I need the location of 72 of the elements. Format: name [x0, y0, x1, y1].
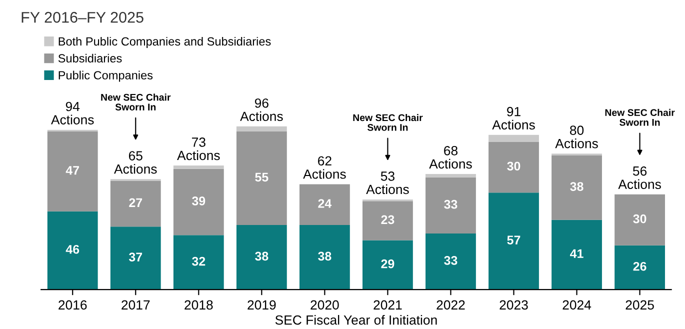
bar [47, 211, 98, 290]
data-label: 33 [444, 256, 458, 265]
bar [299, 184, 350, 225]
bar [488, 134, 539, 142]
legend-label: Subsidiaries [58, 54, 122, 63]
data-label: 33 [444, 200, 458, 209]
bar [299, 224, 350, 290]
bar [236, 126, 287, 132]
data-label: 29 [381, 259, 394, 268]
x-tick-label: 2021 [374, 300, 402, 310]
total-label: 68 Actions [429, 146, 472, 169]
data-label: 23 [381, 215, 394, 224]
legend-label: Both Public Companies and Subsidiaries [58, 36, 271, 48]
x-tick-label: 2024 [562, 300, 592, 310]
data-label: 32 [192, 256, 206, 266]
bar [488, 142, 539, 193]
total-label: 62 Actions [303, 156, 346, 179]
bar [614, 194, 665, 246]
data-label: 38 [255, 252, 268, 261]
bar [362, 201, 413, 240]
x-tick-label: 2025 [626, 300, 654, 310]
bar [362, 240, 413, 290]
x-tick-label: 2016 [58, 300, 87, 310]
data-label: 26 [633, 262, 646, 271]
bar [173, 168, 224, 236]
total-label: 56 Actions [618, 166, 661, 189]
data-label: 55 [255, 172, 268, 182]
data-label: 30 [633, 214, 646, 224]
data-label: 39 [192, 196, 206, 206]
bar [488, 192, 539, 290]
total-label: 65 Actions [114, 151, 157, 174]
data-label: 46 [66, 244, 80, 254]
x-tick-label: 2023 [500, 300, 528, 310]
x-tick-label: 2019 [248, 300, 276, 310]
x-tick-label: 2020 [310, 300, 339, 310]
chart-title: FY 2016–FY 2025 [22, 12, 144, 23]
bar [426, 177, 476, 234]
data-label: 57 [507, 236, 520, 244]
x-tick-label: 2022 [436, 300, 465, 310]
bar [110, 180, 161, 227]
bar [47, 132, 98, 212]
data-label: 37 [128, 252, 142, 262]
data-label: 47 [66, 166, 80, 175]
bar [552, 220, 602, 290]
annotation: New SEC Chair Sworn In [353, 114, 423, 131]
total-label: 94 Actions [51, 102, 94, 124]
data-label: 24 [318, 199, 332, 208]
bar [426, 233, 476, 290]
total-label: 80 Actions [555, 126, 598, 148]
total-label: 73 Actions [177, 138, 220, 160]
x-tick-label: 2017 [122, 300, 150, 310]
x-tick-label: 2018 [184, 300, 213, 310]
bar [552, 155, 602, 220]
bar [426, 174, 476, 178]
bar [236, 224, 287, 290]
data-label: 38 [318, 252, 332, 261]
bar [173, 235, 224, 290]
total-label: 96 Actions [240, 98, 283, 122]
data-label: 38 [570, 182, 584, 191]
annotation: New SEC Chair Sworn In [101, 94, 171, 111]
x-axis-title: SEC Fiscal Year of Initiation [275, 315, 437, 325]
total-label: 53 Actions [366, 171, 409, 194]
bar [110, 226, 161, 290]
bar [614, 245, 665, 290]
total-label: 91 Actions [492, 106, 535, 130]
data-label: 30 [507, 162, 520, 171]
bar [236, 132, 287, 225]
data-label: 41 [570, 249, 584, 258]
bar [173, 166, 224, 169]
annotation: New SEC Chair Sworn In [605, 108, 675, 126]
data-label: 27 [129, 198, 142, 207]
legend-label: Public Companies [58, 70, 153, 82]
